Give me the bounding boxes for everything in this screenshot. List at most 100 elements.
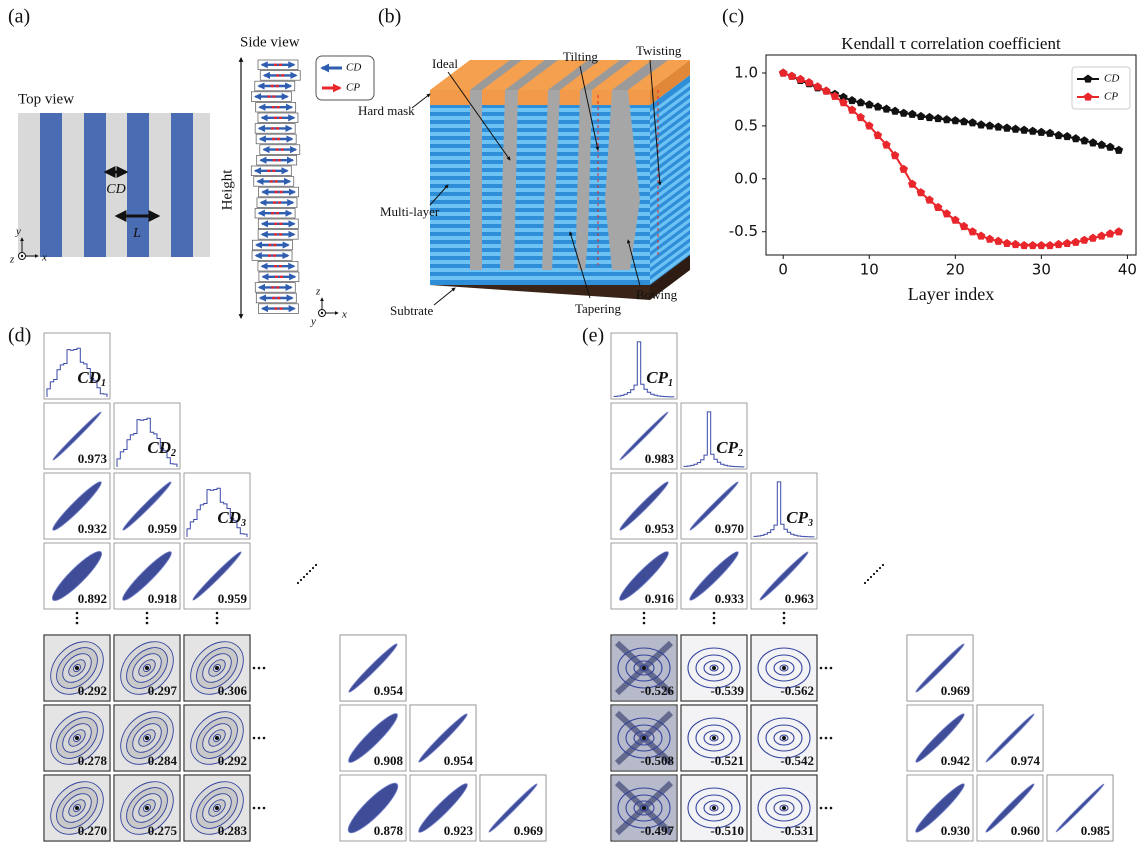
correlation-value: 0.292 (78, 683, 107, 698)
ellipsis-dot (315, 564, 317, 566)
annotation: Bowing (636, 287, 678, 302)
center (75, 806, 79, 810)
correlation-value: 0.960 (1011, 823, 1040, 838)
ellipsis-dot (146, 617, 149, 620)
correlation-value: 0.954 (374, 683, 404, 698)
point (874, 102, 883, 110)
dimension-label: CD (106, 182, 125, 197)
correlation-value: 0.930 (941, 823, 970, 838)
stripe (84, 113, 106, 257)
caption: Side view (240, 34, 300, 50)
panel-label: (b) (378, 6, 401, 28)
point (856, 98, 865, 106)
pointer (434, 288, 455, 305)
panel-label: (d) (8, 325, 31, 347)
point (1003, 124, 1012, 132)
side-view: Side view Height CD CP z y x (219, 34, 374, 327)
center (75, 666, 79, 670)
y-tick-label: 0.5 (734, 116, 758, 134)
point (1020, 126, 1029, 134)
legend-label: CP (346, 82, 360, 94)
correlation-value: 0.985 (1081, 823, 1111, 838)
correlation-value: 0.953 (645, 521, 675, 536)
point (1115, 146, 1124, 154)
legend-label: CP (1104, 91, 1118, 103)
axis-name: x (341, 309, 347, 321)
front-stripe (430, 276, 650, 280)
point (908, 110, 917, 118)
correlation-value: -0.542 (780, 753, 814, 768)
point (1054, 131, 1063, 139)
center (712, 736, 716, 740)
correlation-value: 0.916 (645, 591, 675, 606)
x-tick-label: 0 (778, 261, 788, 279)
correlation-value: -0.510 (710, 823, 744, 838)
ellipsis-dot (297, 582, 299, 584)
ellipsis-dot (146, 612, 149, 615)
point (1097, 140, 1106, 148)
correlation-value: 0.292 (218, 753, 247, 768)
axis-label: Height (219, 169, 235, 211)
center (642, 806, 646, 810)
correlation-value: -0.526 (640, 683, 674, 698)
point (1011, 240, 1020, 248)
ellipsis-dot (253, 667, 256, 670)
ellipsis-dot (216, 612, 219, 615)
point (848, 96, 857, 104)
ellipsis-dot (873, 573, 875, 575)
panel-label: (e) (582, 325, 604, 347)
point (1011, 125, 1020, 133)
point (1037, 128, 1046, 136)
correlation-value: 0.969 (514, 823, 544, 838)
center (782, 666, 786, 670)
ellipsis-dot (783, 622, 786, 625)
point (822, 87, 831, 95)
correlation-value: 0.973 (78, 451, 108, 466)
ellipsis-dot (253, 807, 256, 810)
point (1089, 138, 1098, 146)
ellipsis-dot (146, 622, 149, 625)
point (1046, 129, 1055, 137)
ellipsis-dot (830, 667, 833, 670)
annotation: Tilting (563, 49, 598, 64)
ellipsis-dot (216, 617, 219, 620)
ellipsis-dot (76, 612, 79, 615)
correlation-value: 0.923 (444, 823, 474, 838)
ellipsis-dot (263, 737, 266, 740)
x-tick-label: 30 (1032, 261, 1051, 279)
variable-subscript: 2 (737, 448, 743, 459)
legend-box (316, 56, 374, 100)
correlation-value: 0.297 (148, 683, 178, 698)
correlation-value: 0.306 (218, 683, 248, 698)
ellipsis-dot (882, 564, 884, 566)
point (1020, 241, 1029, 249)
correlation-value: -0.521 (710, 753, 744, 768)
ellipsis-dot (820, 807, 823, 810)
correlation-value: -0.497 (640, 823, 674, 838)
variable-subscript: 1 (101, 378, 106, 389)
correlation-value: 0.278 (78, 753, 108, 768)
point (942, 115, 951, 123)
point (1029, 127, 1038, 135)
correlation-value: 0.959 (218, 591, 248, 606)
ellipsis-dot (820, 667, 823, 670)
correlation-value: 0.892 (78, 591, 107, 606)
ellipsis-dot (783, 612, 786, 615)
correlation-value: 0.908 (374, 753, 404, 768)
point (1080, 136, 1089, 144)
correlation-value: 0.878 (374, 823, 404, 838)
point (1063, 239, 1072, 247)
ellipsis-dot (263, 807, 266, 810)
ellipsis-dot (713, 617, 716, 620)
annotation: Tapering (575, 301, 622, 316)
ellipsis-dot (783, 617, 786, 620)
corner-plot: CP1CP2CP3CP38CP39CP400.9830.9530.9700.91… (611, 333, 1113, 841)
line-chart: Kendall τ correlation coefficientLayer i… (729, 34, 1137, 304)
chart-title: Kendall τ correlation coefficient (841, 34, 1061, 53)
ellipsis-dot (309, 570, 311, 572)
center (145, 666, 149, 670)
axis-name: y (15, 226, 21, 238)
point (934, 114, 943, 122)
point (985, 121, 994, 129)
axis-name: z (315, 286, 321, 298)
